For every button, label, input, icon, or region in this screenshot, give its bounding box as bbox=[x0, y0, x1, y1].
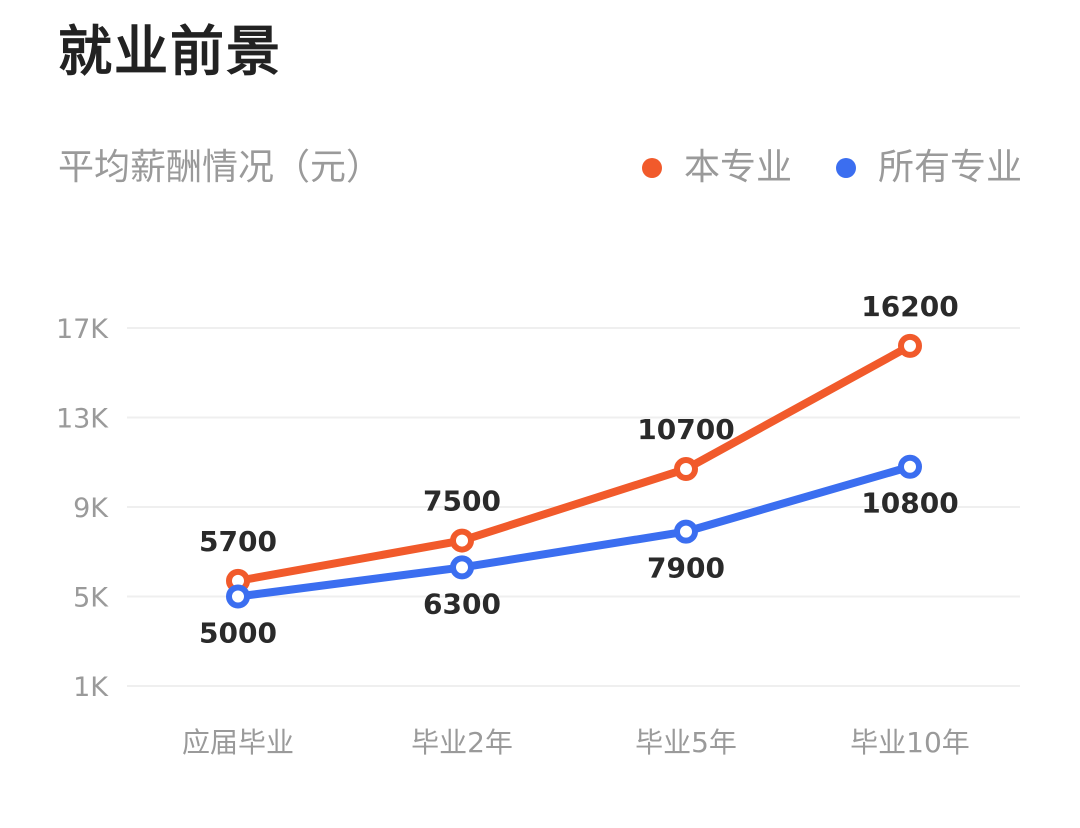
legend-label: 所有专业 bbox=[877, 147, 1022, 188]
data-point[interactable] bbox=[674, 456, 698, 481]
data-labels: 5700 7500 10700 16200 5000 6300 7900 10800 bbox=[199, 290, 959, 650]
x-tick-label: 毕业10年 bbox=[850, 726, 970, 759]
data-point[interactable] bbox=[226, 584, 250, 609]
data-label: 5000 bbox=[199, 617, 277, 650]
x-axis: 应届毕业 毕业2年 毕业5年 毕业10年 bbox=[182, 726, 970, 759]
data-point[interactable] bbox=[450, 555, 474, 580]
x-tick-label: 毕业2年 bbox=[411, 726, 513, 759]
y-axis: 1K 5K 9K 13K 17K bbox=[56, 314, 109, 703]
y-tick-label: 1K bbox=[73, 672, 109, 703]
y-tick-label: 13K bbox=[56, 404, 109, 435]
data-point[interactable] bbox=[898, 333, 922, 358]
y-tick-label: 9K bbox=[73, 493, 109, 524]
legend-item-all-majors[interactable]: 所有专业 bbox=[835, 142, 1022, 194]
chart-series bbox=[226, 333, 922, 609]
legend-dot-icon bbox=[641, 158, 662, 178]
data-label: 10700 bbox=[637, 413, 734, 446]
data-point[interactable] bbox=[898, 454, 922, 479]
data-label: 6300 bbox=[423, 587, 501, 620]
data-point[interactable] bbox=[450, 528, 474, 553]
data-label: 5700 bbox=[199, 525, 277, 558]
x-tick-label: 应届毕业 bbox=[182, 726, 294, 759]
legend-dot-icon bbox=[835, 158, 856, 178]
chart-subtitle: 平均薪酬情况（元） bbox=[58, 147, 383, 188]
chart-grid bbox=[127, 327, 1020, 687]
page-title: 就业前景 bbox=[58, 20, 282, 83]
y-tick-label: 5K bbox=[73, 583, 109, 614]
data-label: 10800 bbox=[861, 487, 958, 520]
data-label: 16200 bbox=[861, 290, 958, 323]
legend-label: 本专业 bbox=[683, 147, 792, 188]
x-tick-label: 毕业5年 bbox=[635, 726, 737, 759]
data-label: 7500 bbox=[423, 485, 501, 518]
y-tick-label: 17K bbox=[56, 314, 109, 345]
series-line bbox=[234, 341, 914, 585]
data-label: 7900 bbox=[647, 552, 725, 585]
legend-item-major[interactable]: 本专业 bbox=[641, 142, 792, 194]
data-point[interactable] bbox=[674, 519, 698, 544]
chart-legend: 本专业 所有专业 bbox=[598, 142, 1022, 194]
series-line bbox=[234, 462, 914, 601]
